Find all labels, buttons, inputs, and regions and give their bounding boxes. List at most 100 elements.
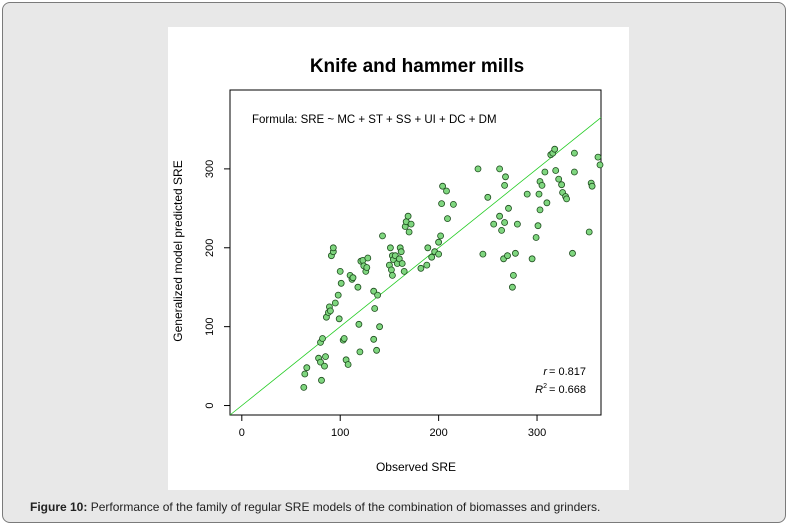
data-point — [508, 283, 516, 291]
data-point — [535, 190, 543, 198]
data-point — [423, 261, 431, 269]
data-point — [349, 274, 357, 282]
data-point — [417, 264, 425, 272]
data-point — [552, 167, 560, 174]
data-point — [355, 320, 363, 328]
data-point — [428, 253, 436, 261]
data-point — [558, 181, 566, 189]
data-point — [435, 250, 443, 258]
data-point — [490, 220, 498, 228]
chart-title: Knife and hammer mills — [310, 56, 524, 77]
data-point — [449, 200, 457, 208]
data-point — [344, 361, 352, 368]
r-stat: r = 0.817 — [543, 366, 586, 378]
data-point — [318, 376, 325, 384]
data-point — [551, 145, 559, 153]
plot-panel: Knife and hammer mills 0 100 200 300 0 100 20… — [168, 27, 629, 490]
data-point — [379, 232, 386, 240]
data-point — [356, 348, 364, 356]
data-point — [569, 249, 576, 257]
data-point — [329, 244, 337, 252]
data-point — [501, 181, 509, 189]
x-tick-label: 300 — [528, 427, 546, 439]
x-tick-label: 200 — [429, 427, 447, 439]
r2-stat-value: = 0.668 — [549, 384, 586, 396]
data-point — [474, 165, 482, 173]
data-point — [405, 228, 413, 236]
data-point — [334, 291, 342, 299]
data-point — [563, 195, 571, 203]
data-point — [585, 228, 593, 236]
data-point — [387, 266, 395, 274]
data-point — [397, 248, 405, 256]
data-point — [335, 315, 343, 323]
data-point — [319, 335, 326, 342]
data-point — [496, 165, 504, 173]
r2-stat-symbol: R — [535, 384, 543, 396]
y-axis-label: Generalized model predicted SRE — [171, 160, 185, 341]
data-point — [400, 267, 408, 275]
data-point — [370, 335, 378, 343]
data-point — [528, 255, 536, 263]
figure-caption: Figure 10: Performance of the family of … — [30, 500, 770, 514]
data-point — [596, 161, 604, 169]
data-point — [536, 206, 544, 214]
data-point — [354, 283, 362, 291]
data-point — [301, 370, 309, 378]
data-point — [303, 364, 311, 372]
data-point — [501, 219, 509, 226]
data-point — [509, 271, 517, 279]
data-point — [364, 254, 372, 262]
r-stat-value: = 0.817 — [549, 366, 586, 378]
data-point — [443, 187, 450, 195]
x-axis: 0 100 200 300 — [239, 415, 546, 439]
data-point — [538, 181, 546, 189]
data-point — [479, 250, 487, 258]
y-tick-label: 0 — [204, 402, 216, 408]
formula-text: Formula: SRE ~ MC + ST + SS + UI + DC + … — [252, 114, 497, 126]
data-point — [317, 358, 324, 366]
data-point — [340, 335, 348, 342]
data-point — [404, 212, 412, 220]
data-point — [439, 182, 447, 190]
data-point — [444, 215, 451, 223]
data-point — [505, 204, 512, 212]
data-point — [588, 182, 596, 190]
data-point — [532, 234, 540, 241]
data-point — [398, 260, 406, 267]
data-point — [484, 193, 492, 201]
scatter-chart: Knife and hammer mills 0 100 200 300 010020… — [171, 56, 604, 474]
x-axis-label: Observed SRE — [376, 460, 456, 474]
data-point — [373, 346, 381, 354]
y-tick-label: 200 — [204, 239, 216, 257]
data-point — [321, 362, 328, 370]
data-point — [300, 383, 308, 391]
data-point — [511, 249, 519, 257]
data-point — [570, 149, 578, 157]
data-point — [498, 226, 506, 234]
x-tick-label: 0 — [239, 427, 245, 439]
data-point — [388, 271, 396, 279]
data-point — [337, 279, 345, 287]
data-point — [513, 220, 521, 228]
data-point — [331, 299, 339, 307]
figure-caption-text: Performance of the family of regular SRE… — [87, 500, 601, 514]
figure-caption-label: Figure 10: — [30, 500, 88, 514]
data-point — [504, 252, 511, 260]
data-point — [543, 199, 551, 207]
data-point — [555, 175, 563, 183]
data-point — [502, 173, 509, 181]
data-point — [371, 305, 379, 312]
identity-reference-line — [229, 117, 602, 416]
plot-area-border — [229, 89, 602, 416]
data-point — [435, 238, 443, 246]
data-point — [541, 168, 549, 176]
data-point — [407, 220, 415, 228]
r-stat-symbol: r — [543, 366, 548, 378]
data-point — [363, 264, 371, 271]
data-point — [534, 222, 542, 230]
r2-stat: R2 = 0.668 — [535, 383, 586, 396]
data-point — [386, 244, 394, 252]
y-tick-label: 100 — [204, 317, 216, 335]
data-point — [438, 200, 446, 208]
